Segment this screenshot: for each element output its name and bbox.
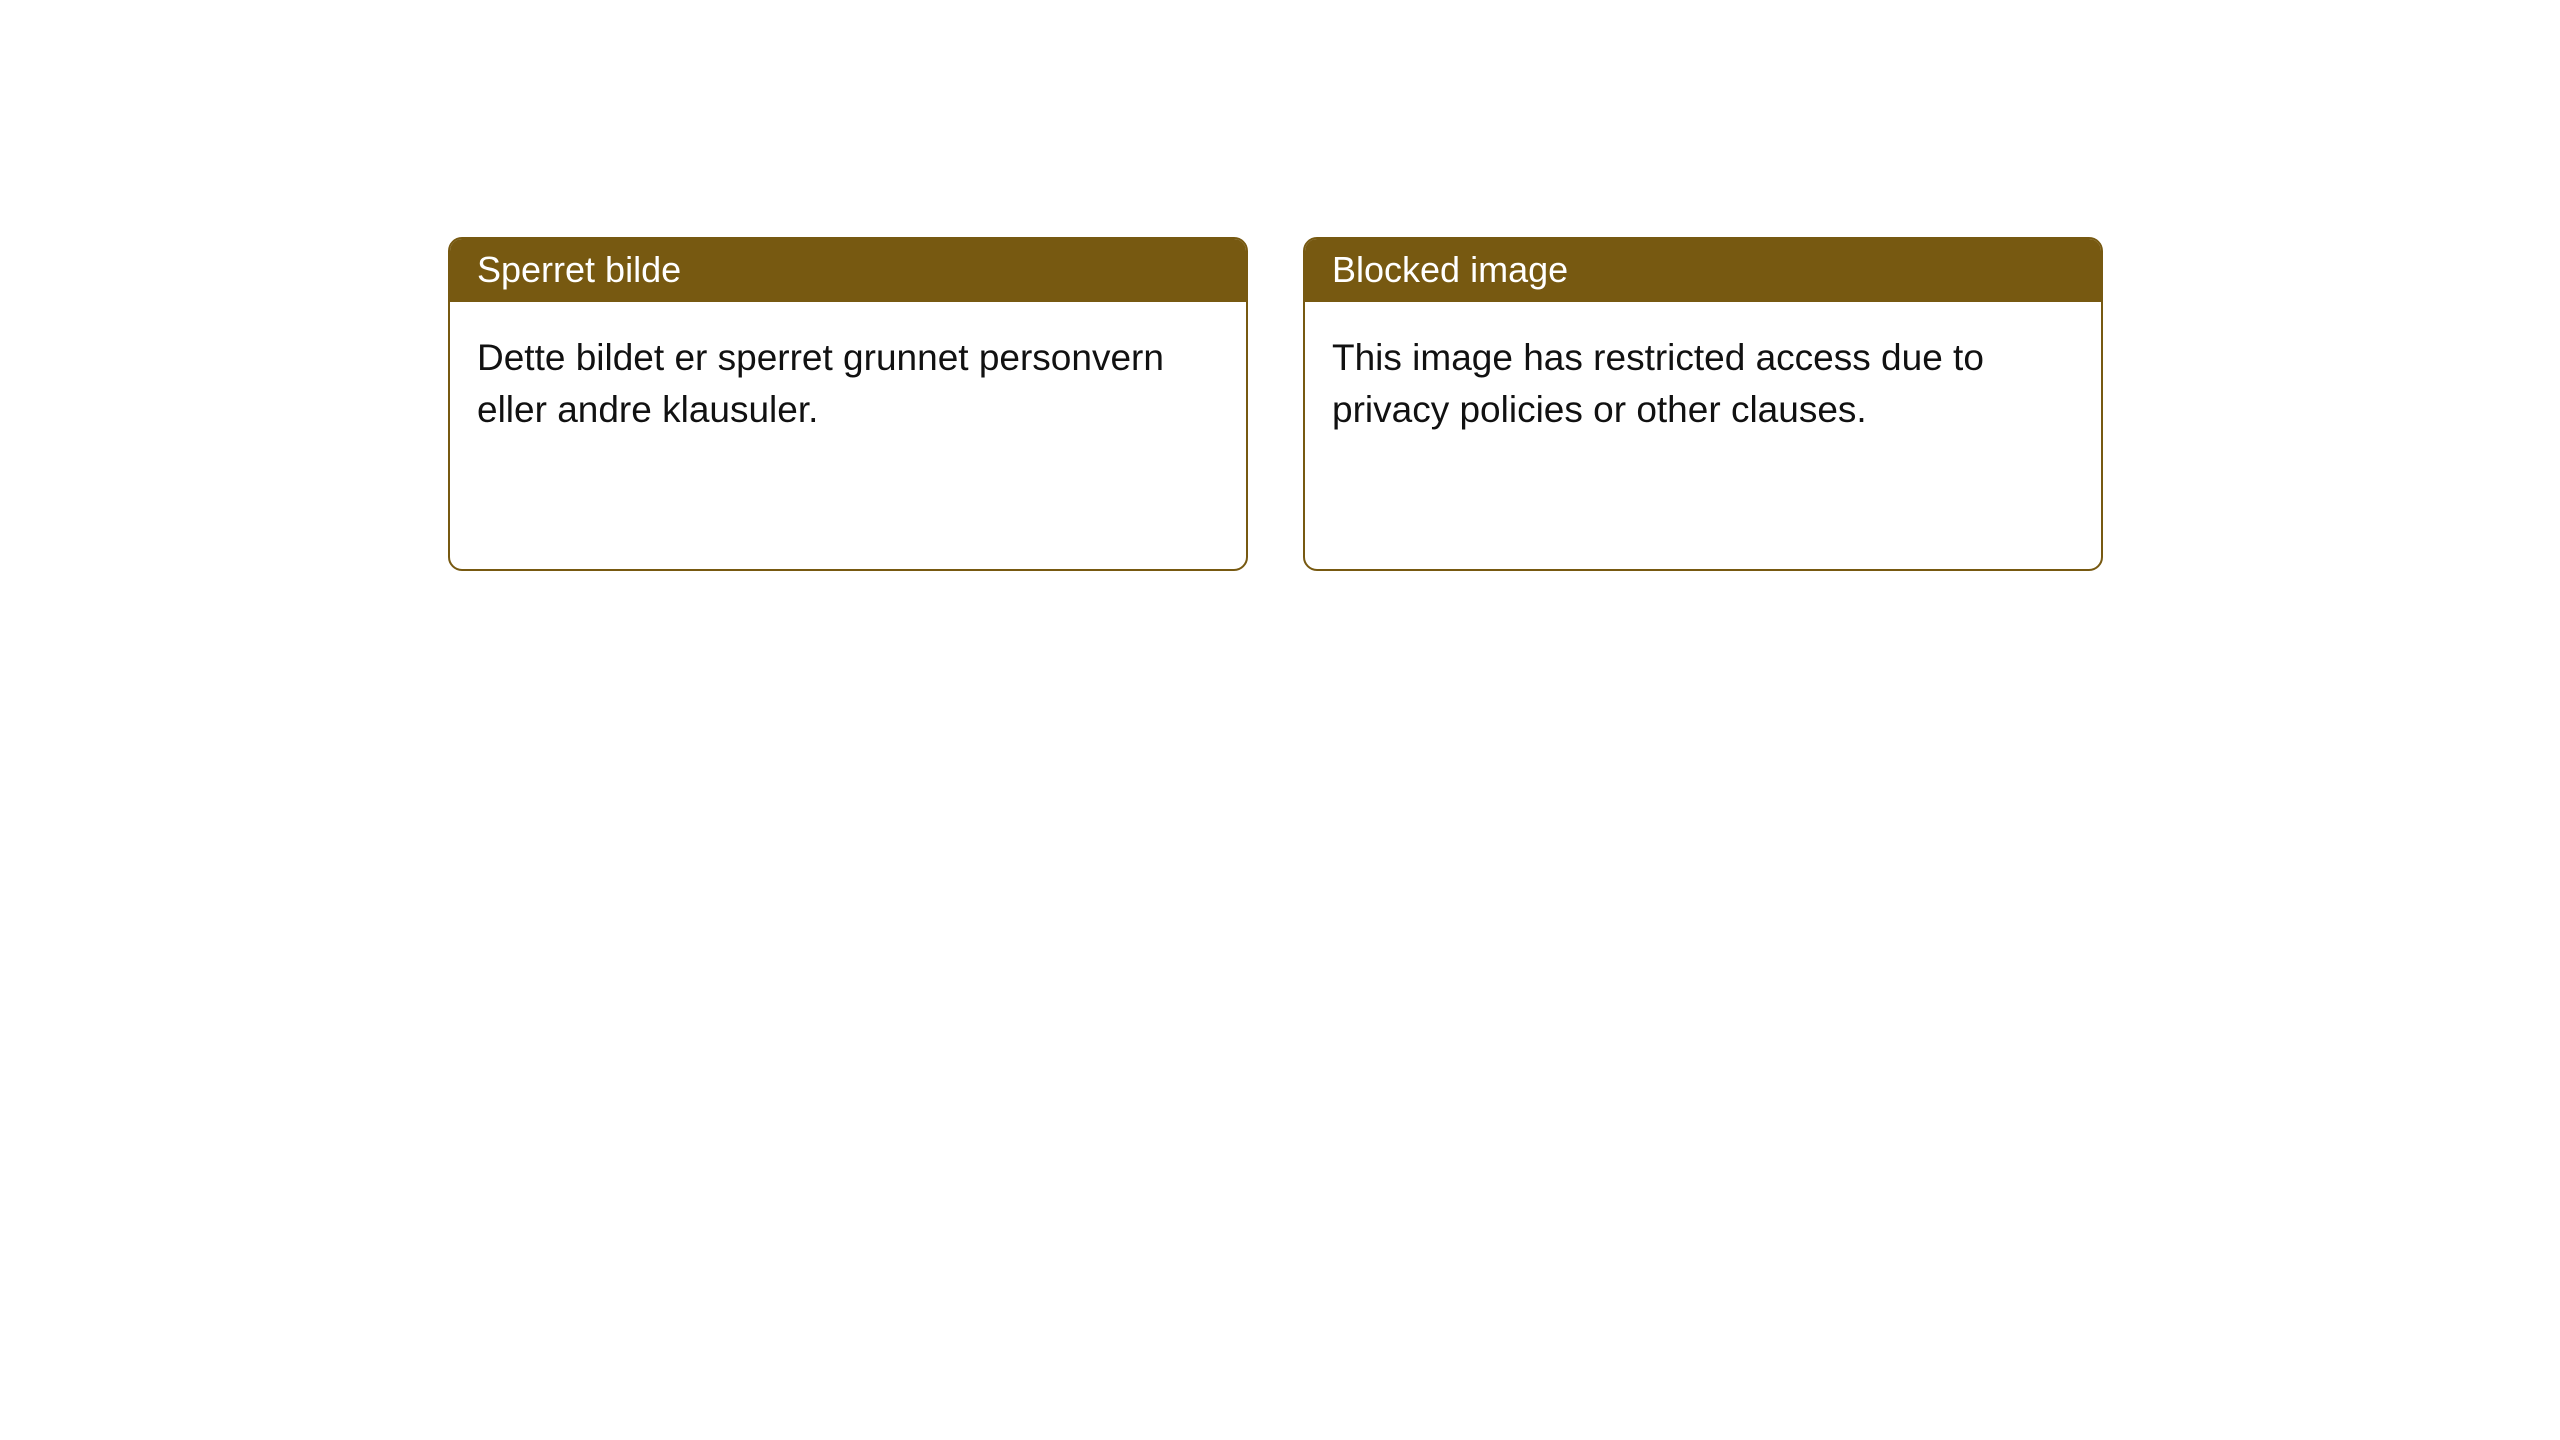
card-header-no: Sperret bilde: [450, 239, 1246, 302]
card-body-no: Dette bildet er sperret grunnet personve…: [450, 302, 1246, 466]
cards-container: Sperret bilde Dette bildet er sperret gr…: [0, 0, 2560, 571]
blocked-image-card-en: Blocked image This image has restricted …: [1303, 237, 2103, 571]
card-body-en: This image has restricted access due to …: [1305, 302, 2101, 466]
card-header-en: Blocked image: [1305, 239, 2101, 302]
blocked-image-card-no: Sperret bilde Dette bildet er sperret gr…: [448, 237, 1248, 571]
